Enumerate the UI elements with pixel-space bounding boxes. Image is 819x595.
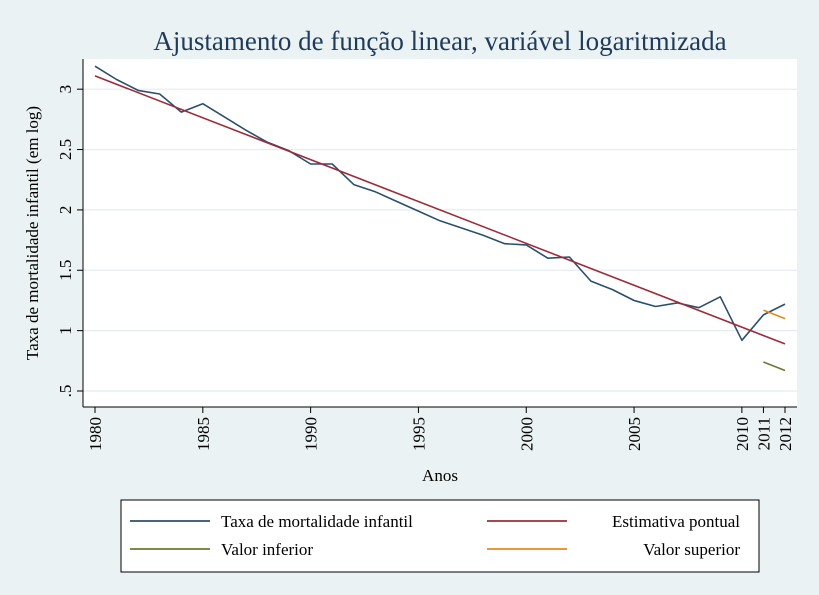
y-tick-label: 1.5: [56, 260, 75, 281]
legend: Taxa de mortalidade infantil Estimativa p…: [130, 512, 740, 559]
y-axis-title: Taxa de mortalidade infantil (em log): [23, 106, 42, 360]
x-tick-label: 2010: [733, 417, 752, 451]
y-tick-label: 2.5: [56, 139, 75, 160]
x-tick-label: 2000: [517, 417, 536, 451]
y-tick-label: 2: [56, 206, 75, 215]
y-tick-label: 3: [56, 85, 75, 94]
x-tick-label: 1990: [302, 417, 321, 451]
x-tick-label: 2005: [625, 417, 644, 451]
x-tick-label: 2011: [754, 417, 773, 450]
x-tick-label: 1985: [194, 417, 213, 451]
y-tick-label: 1: [56, 326, 75, 335]
legend-label-valor-inferior: Valor inferior: [221, 540, 313, 559]
series-line-estimativa-pontual: [94, 75, 786, 345]
x-tick-label: 2012: [776, 417, 795, 451]
grid-layer: [83, 88, 797, 392]
x-tick-label: 1980: [86, 417, 105, 451]
legend-label-valor-superior: Valor superior: [643, 540, 740, 559]
plot-area: [83, 59, 797, 407]
x-ticks: 1980 1985 1990 1995 2000 2005 2010 2011 2012: [86, 407, 795, 451]
x-axis-title: Anos: [422, 466, 458, 485]
legend-box: [120, 499, 760, 573]
y-ticks: .5 1 1.5 2 2.5 3: [56, 85, 83, 397]
x-tick-label: 1995: [409, 417, 428, 451]
series-line-valor-superior: [763, 309, 786, 320]
series-line-taxa-de-mortalidade-infantil: [94, 65, 786, 342]
series-layer: [94, 65, 786, 372]
series-line-valor-inferior: [763, 361, 786, 372]
legend-label-estimativa-pontual: Estimativa pontual: [612, 512, 740, 531]
y-tick-label: .5: [56, 385, 75, 398]
legend-label-taxa-de-mortalidade-infantil: Taxa de mortalidade infantil: [221, 512, 413, 531]
chart-title: Ajustamento de função linear, variável l…: [153, 26, 726, 56]
